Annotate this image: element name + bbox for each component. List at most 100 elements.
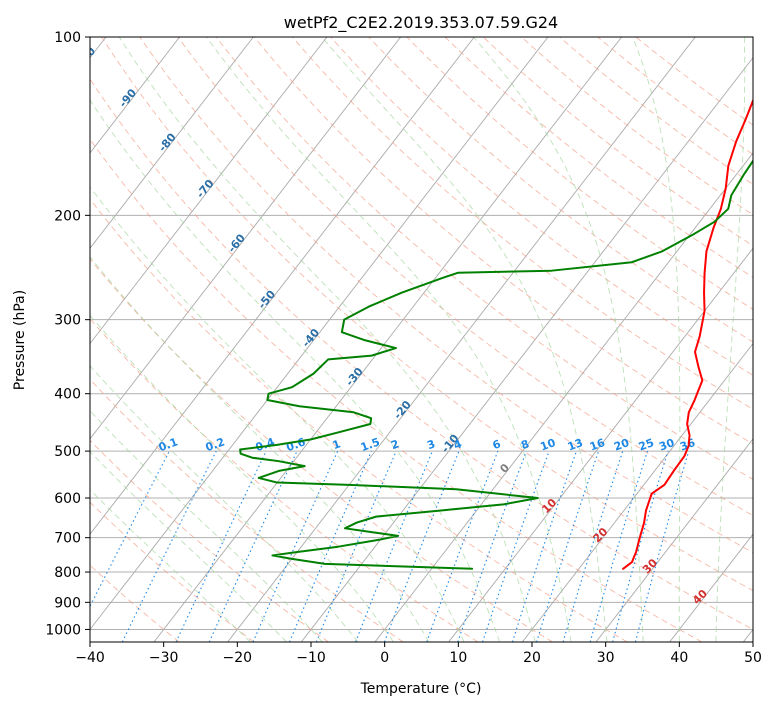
dry-adiabat-label: -90 [117, 86, 140, 110]
mixing-ratio-label: 0.2 [204, 435, 227, 454]
mixing-ratio-line [482, 450, 550, 642]
y-tick-label: 700 [54, 531, 81, 547]
x-tick-label: −10 [296, 650, 326, 666]
plot-content: -100-90-80-70-60-50-40-30-20-100.1 0.2 0.4… [71, 37, 753, 642]
mixing-ratio-label: 0.1 [157, 435, 180, 454]
x-tick-label: 50 [744, 650, 762, 666]
mixing-ratio-label: 1.5 [359, 435, 382, 454]
dry-adiabat-label: -80 [156, 130, 179, 154]
y-axis: 100 200 300 400 500 600 700 800 900 1000 [45, 30, 90, 638]
mixing-ratio-line [355, 450, 433, 642]
dry-adiabat-line [90, 78, 753, 630]
isotherm-line [90, 37, 328, 345]
x-tick-label: −30 [149, 650, 179, 666]
mixing-ratio-label: 8 [519, 437, 531, 452]
y-tick-label: 200 [54, 208, 81, 224]
isotherm-line [90, 37, 549, 631]
isotherm-line [90, 37, 254, 250]
y-tick-label: 600 [54, 491, 81, 507]
dry-adiabat-line [139, 37, 753, 554]
chart-title: wetPf2_C2E2.2019.353.07.59.G24 [284, 13, 558, 33]
isotherm-line [227, 37, 696, 642]
dry-adiabat-label: -30 [343, 365, 366, 389]
dry-adiabat-label: -50 [255, 288, 278, 312]
dry-adiabat-line [90, 138, 703, 642]
isotherm-line [153, 37, 623, 642]
y-tick-label: 500 [54, 444, 81, 460]
dry-adiabat-line [597, 37, 753, 155]
moist-adiabat-line [715, 37, 746, 642]
mixing-ratio-label: 4 [452, 437, 464, 452]
mixing-ratio-label: 20 [612, 436, 631, 454]
mixing-ratio-line [562, 450, 624, 642]
mixing-ratio-line [511, 450, 577, 642]
x-tick-label: 40 [670, 650, 688, 666]
moist-adiabat-line [118, 37, 536, 642]
moist-adiabat-line [90, 256, 430, 642]
dewpoint-profile-line [239, 122, 753, 570]
isotherm-line [90, 37, 181, 154]
moist-adiabat-line [90, 489, 251, 642]
dry-adiabat-line [253, 37, 753, 445]
dry-adiabat-line [90, 501, 255, 642]
y-tick-label: 1000 [45, 622, 81, 638]
mixing-ratio-label: 6 [491, 437, 503, 452]
dry-adiabat-label: -60 [225, 231, 248, 255]
mixing-ratio-label: 10 [539, 436, 558, 454]
dry-adiabat-line [177, 37, 753, 517]
dry-adiabat-line [90, 258, 553, 642]
mixing-ratio-line [383, 450, 460, 642]
mixing-ratio-label: 0.4 [254, 435, 277, 454]
isotherm-line [595, 438, 753, 642]
moist-adiabat-line [90, 365, 359, 642]
mixing-ratio-label: 3 [425, 437, 437, 452]
x-tick-label: 0 [380, 650, 389, 666]
moist-adiabat-label: 0 [497, 461, 512, 476]
mixing-ratio-line [208, 450, 298, 642]
dry-adiabat-label: -40 [300, 326, 323, 350]
y-axis-label: Pressure (hPa) [12, 290, 28, 390]
isotherm-line [90, 37, 402, 440]
x-tick-label: 20 [523, 650, 541, 666]
isotherm-line [742, 628, 753, 642]
x-axis-label: Temperature (°C) [360, 681, 482, 697]
mixing-ratio-line [426, 450, 499, 642]
y-tick-label: 400 [54, 387, 81, 403]
dry-adiabat-line [444, 37, 753, 278]
isotherm-line [448, 247, 753, 642]
mixing-ratio-line [175, 450, 267, 642]
temperature-profile-line [622, 98, 753, 570]
dry-adiabat-line [635, 37, 753, 126]
moist-adiabat-label: 10 [539, 496, 559, 516]
dry-adiabat-line [90, 378, 404, 642]
dry-adiabat-label: -20 [391, 398, 414, 422]
mixing-ratio-line [589, 450, 649, 642]
plot-frame [89, 36, 754, 643]
dry-adiabat-line [482, 37, 753, 247]
y-tick-label: 800 [54, 565, 81, 581]
mixing-ratio-line [612, 450, 669, 642]
mixing-ratio-line [315, 450, 397, 642]
moist-adiabat-line [90, 450, 287, 642]
dry-adiabat-line [90, 564, 180, 642]
dry-adiabat-label: -70 [194, 177, 217, 201]
mixing-ratio-label: 30 [657, 436, 676, 454]
moist-adiabat-line [90, 186, 465, 642]
dry-adiabat-line [521, 37, 753, 216]
x-tick-label: 30 [597, 650, 615, 666]
isotherm-line [90, 37, 475, 535]
x-tick-label: 10 [449, 650, 467, 666]
moist-adiabat-line [473, 37, 644, 642]
moist-adiabat-line [206, 37, 572, 642]
y-tick-label: 100 [54, 30, 81, 46]
moist-adiabat-line [90, 314, 394, 642]
mixing-ratio-label: 16 [588, 436, 607, 454]
x-tick-label: −20 [223, 650, 253, 666]
isotherm-line [521, 342, 753, 642]
isotherm-line [374, 152, 753, 642]
x-axis: −40 −30 −20 −10 0 10 20 30 40 50 [75, 642, 762, 666]
x-tick-label: −40 [75, 650, 105, 666]
dry-adiabat-line [90, 318, 479, 642]
dry-adiabat-label: -100 [71, 44, 99, 74]
